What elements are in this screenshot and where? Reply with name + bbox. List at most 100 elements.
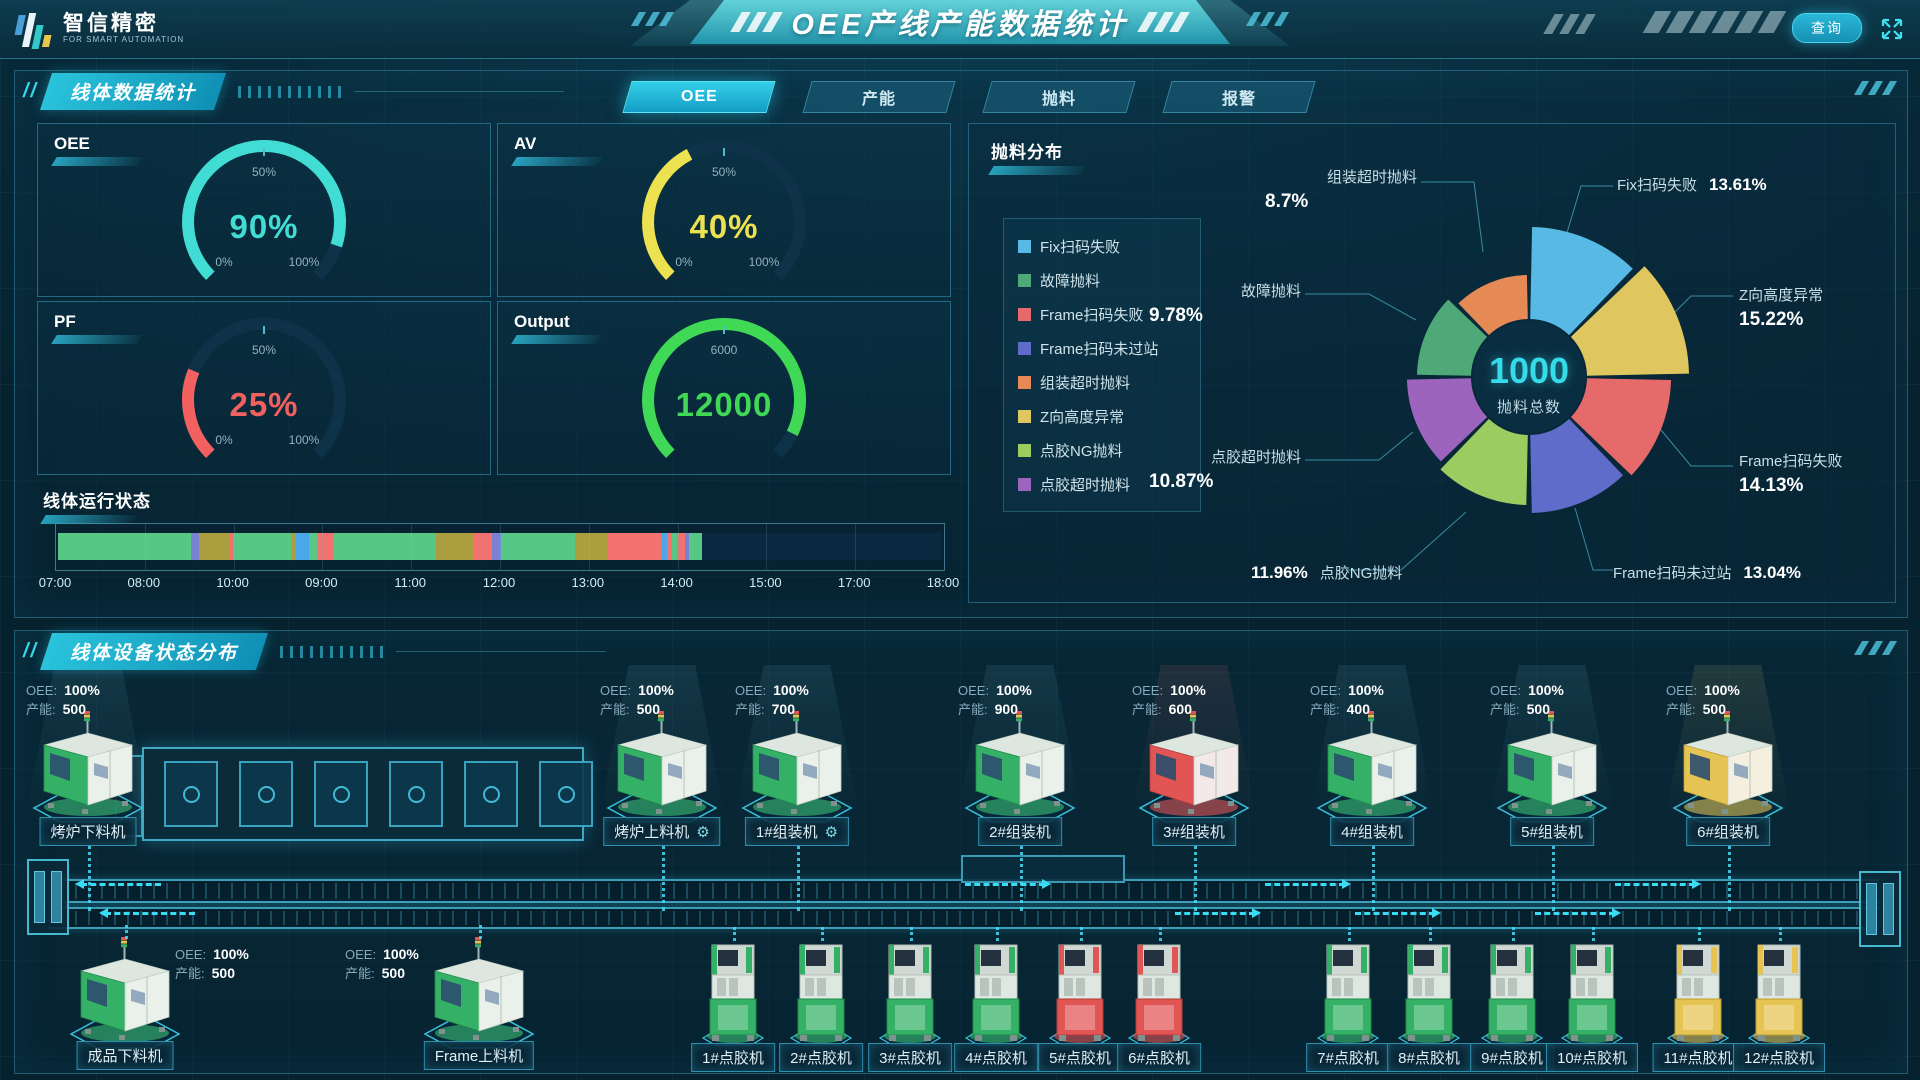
machine-dispenser-4: 4#点胶机 [948, 927, 1044, 1072]
machine-assembler-5: OEE: 100% 产能: 500 5#组装机 [1482, 665, 1622, 915]
legend-swatch [1018, 443, 1031, 457]
legend-item-frame-scan-miss[interactable]: Frame扫码未过站 [1018, 331, 1186, 365]
machine-label-dispenser-5: 5#点胶机 [1038, 1043, 1122, 1072]
header-deco-slashes-left [630, 12, 675, 26]
capacity-label: 产能: [1666, 702, 1696, 717]
logo-title: 智信精密 [63, 12, 159, 35]
flow-arrow-right [1265, 879, 1351, 889]
machine-stats: OEE: 100% 产能: 500 [1490, 681, 1564, 719]
fullscreen-icon[interactable] [1880, 17, 1904, 41]
oee-label: OEE: [600, 683, 632, 698]
pie-center-total: 1000 抛料总数 [1469, 350, 1589, 417]
machine-name: 4#组装机 [1341, 824, 1403, 841]
capacity-label: 产能: [175, 966, 205, 981]
flow-arrow-right [965, 879, 1051, 889]
svg-text:90%: 90% [229, 208, 298, 245]
run-state-segment-run [689, 533, 703, 560]
legend-item-glue-timeout[interactable]: 点胶超时抛料 [1018, 467, 1186, 501]
run-state-segment-alarm [667, 533, 673, 560]
legend-item-glue-ng[interactable]: 点胶NG抛料 [1018, 433, 1186, 467]
oee-label: OEE: [1490, 683, 1522, 698]
gauge-card-oee: OEE 50% 0% 100% 90% [37, 123, 491, 297]
time-tick-label: 10:00 [216, 575, 249, 590]
tab-alarm[interactable]: 报警 [1162, 81, 1316, 113]
machine-figure-yellow [1746, 941, 1812, 1054]
pie-slice-frame-scan-miss[interactable] [1530, 418, 1624, 513]
capacity-value: 500 [636, 701, 660, 717]
machine-name: 6#组装机 [1697, 824, 1759, 841]
line-data-panel: // 线体数据统计 OEE 产能 抛料 报警 线体运行状态 07:00 08:00 10:… [14, 70, 1908, 618]
legend-item-fix-scan-fail[interactable]: Fix扫码失败 [1018, 229, 1186, 263]
svg-text:0%: 0% [215, 433, 233, 447]
tab-scrap[interactable]: 抛料 [982, 81, 1136, 113]
capacity-label: 产能: [345, 966, 375, 981]
time-tick-label: 12:00 [482, 575, 516, 590]
machine-stats: OEE: 100% 产能: 500 [345, 945, 419, 983]
machine-label-frame-loader: Frame上料机 [423, 1041, 535, 1070]
machine-assembler-1: OEE: 100% 产能: 700 1#组装机 ⚙ [727, 665, 867, 915]
legend-item-frame-scan-fail[interactable]: Frame扫码失败 [1018, 297, 1186, 331]
machine-dispenser-2: 2#点胶机 [773, 927, 869, 1072]
svg-text:50%: 50% [252, 343, 276, 357]
machine-dispenser-10: 10#点胶机 [1544, 927, 1640, 1072]
timeline-gridline [144, 524, 146, 570]
gauge-pf: 50% 0% 100% 25% [144, 312, 384, 471]
run-state-segment-idle [291, 533, 296, 560]
machine-connector [1020, 845, 1023, 911]
gauge-card-av: AV 50% 0% 100% 40% [497, 123, 951, 297]
callout-value: 13.04% [1743, 563, 1802, 582]
machine-connector [1592, 927, 1595, 941]
pie-callout-z-height-abnormal: Z向高度异常 15.22% [1739, 284, 1823, 331]
svg-text:40%: 40% [689, 208, 758, 245]
legend-swatch [1018, 409, 1031, 423]
legend-item-fault-scrap[interactable]: 故障抛料 [1018, 263, 1186, 297]
callout-value: 13.61% [1709, 175, 1767, 194]
header-deco-slashes-big [1642, 11, 1787, 33]
machine-figure-green [963, 941, 1029, 1054]
tab-oee[interactable]: OEE [622, 81, 776, 113]
svg-text:100%: 100% [289, 433, 320, 447]
machine-label-assembler-1: 1#组装机 ⚙ [744, 817, 850, 846]
oven-door [464, 761, 518, 827]
run-state-timeline [55, 523, 945, 571]
machine-label-dispenser-3: 3#点胶机 [868, 1043, 952, 1072]
capacity-label: 产能: [958, 702, 988, 717]
machine-dispenser-6: 6#点胶机 [1111, 927, 1207, 1072]
machine-label-dispenser-4: 4#点胶机 [954, 1043, 1038, 1072]
tab-capacity[interactable]: 产能 [802, 81, 956, 113]
machine-label-assembler-6: 6#组装机 [1686, 817, 1770, 846]
run-state-segment-alarm [676, 533, 685, 560]
pie-slice-fix-scan-fail[interactable] [1530, 227, 1633, 336]
gear-icon[interactable]: ⚙ [824, 824, 839, 841]
scrap-distribution-panel: 抛料分布 Fix扫码失败 故障抛料 Frame扫码失败 Frame扫码未过站 组装超时抛… [968, 123, 1896, 603]
machine-label-dispenser-6: 6#点胶机 [1117, 1043, 1201, 1072]
svg-text:25%: 25% [229, 386, 298, 423]
machine-connector [1552, 845, 1555, 911]
gear-icon[interactable]: ⚙ [696, 824, 710, 841]
legend-item-assembly-timeout[interactable]: 组装超时抛料 [1018, 365, 1186, 399]
machine-name: 10#点胶机 [1556, 1050, 1628, 1067]
run-state-segment-wait [684, 533, 690, 560]
machine-connector [996, 927, 999, 941]
machine-assembler-2: OEE: 100% 产能: 900 2#组装机 [950, 665, 1090, 915]
legend-item-z-height-abnormal[interactable]: Z向高度异常 [1018, 399, 1186, 433]
query-button[interactable]: 查询 [1792, 13, 1862, 43]
machine-dispenser-8: 8#点胶机 [1381, 927, 1477, 1072]
oee-value: 100% [638, 682, 674, 698]
svg-text:50%: 50% [252, 165, 276, 179]
svg-text:0%: 0% [215, 255, 233, 269]
callout-label: Z向高度异常 [1739, 287, 1824, 304]
machine-assembler-6: OEE: 100% 产能: 500 6#组装机 [1658, 665, 1798, 915]
machine-name: 12#点胶机 [1743, 1050, 1815, 1067]
oee-label: OEE: [958, 683, 990, 698]
pie-slice-glue-ng[interactable] [1440, 418, 1528, 505]
capacity-value: 500 [211, 965, 235, 981]
timeline-gridline [233, 524, 235, 570]
title-tick-deco [238, 85, 349, 98]
run-state-segment-run [333, 533, 437, 560]
run-state-segment-idle [575, 533, 607, 560]
run-state-segment-idle [436, 533, 475, 560]
pie-slice-assembly-timeout[interactable] [1458, 275, 1528, 336]
machine-connector [910, 927, 913, 941]
title-line-deco [354, 91, 565, 92]
